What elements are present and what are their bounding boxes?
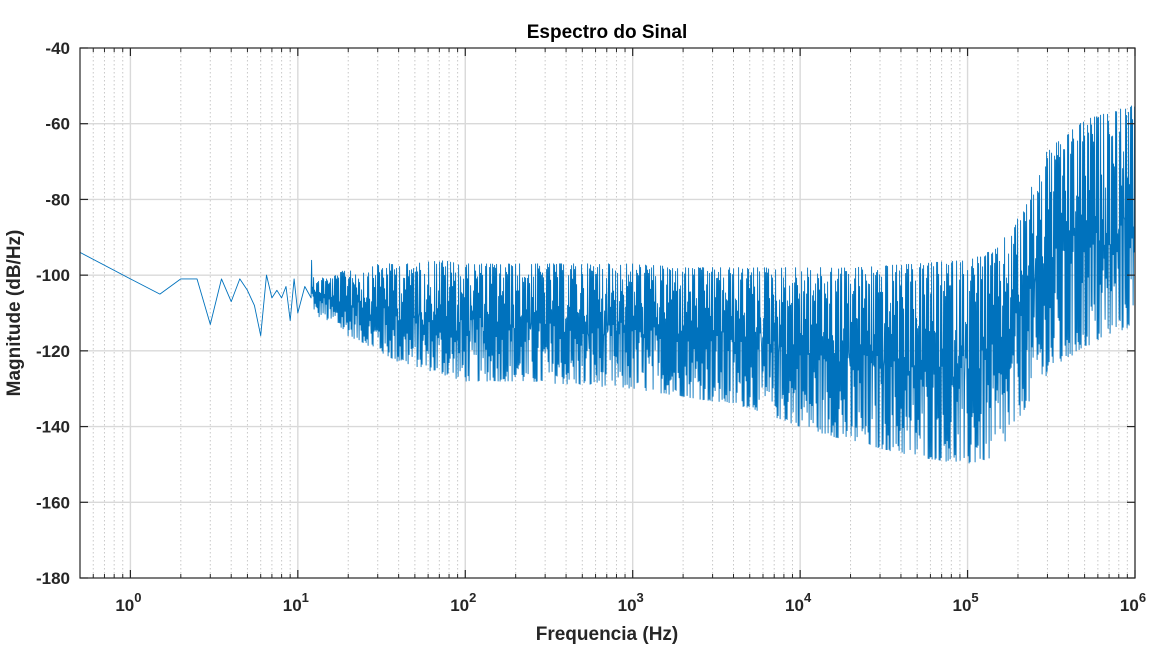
y-axis-title: Magnitude (dB/Hz) (4, 230, 25, 397)
y-tick-label: -60 (45, 115, 70, 134)
x-tick-label: 106 (1120, 590, 1146, 615)
x-tick-labels: 100 101 102 103 104 105 106 (115, 590, 1146, 615)
x-tick-label: 102 (450, 590, 476, 615)
y-tick-label: -140 (36, 418, 70, 437)
y-tick-label: -80 (45, 190, 70, 209)
y-tick-label: -180 (36, 569, 70, 588)
y-tick-label: -120 (36, 342, 70, 361)
y-tick-label: -40 (45, 39, 70, 58)
x-tick-label: 105 (952, 590, 978, 615)
tick-marks (80, 47, 1136, 579)
plot-box (79, 47, 1136, 579)
spectrum-line (79, 105, 1136, 464)
x-tick-label: 104 (785, 590, 812, 615)
y-tick-labels: -40 -60 -80 -100 -120 -140 -160 -180 (36, 39, 70, 588)
y-tick-label: -160 (36, 493, 70, 512)
series-layer (79, 105, 1136, 464)
x-axis-title: Frequencia (Hz) (536, 624, 679, 645)
chart-title: Espectro do Sinal (527, 22, 687, 43)
y-tick-label: -100 (36, 266, 70, 285)
x-tick-label: 100 (115, 590, 141, 615)
x-tick-label: 103 (618, 590, 644, 615)
x-tick-label: 101 (283, 590, 309, 615)
